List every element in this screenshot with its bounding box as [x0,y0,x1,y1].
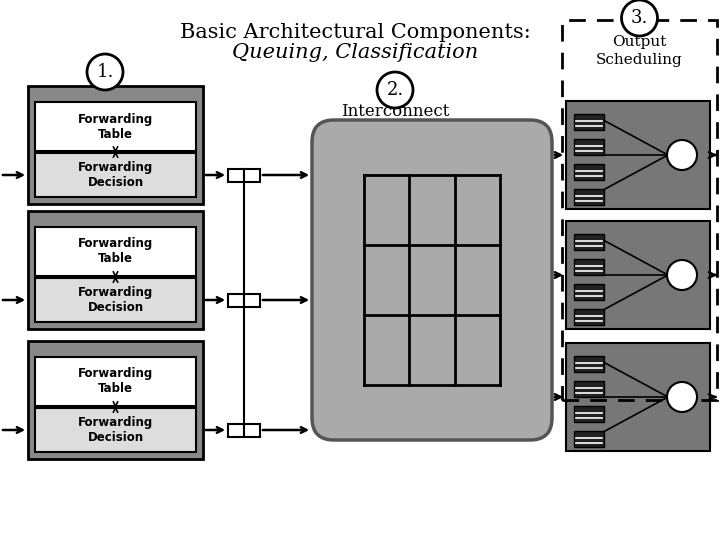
Bar [574,284,604,300]
Circle shape [621,0,657,36]
Circle shape [667,382,697,412]
Bar [574,381,604,397]
Bar [574,189,604,205]
Bar [35,357,196,406]
Bar [574,431,604,447]
Text: Interconnect: Interconnect [341,104,449,120]
Bar [574,234,604,250]
Bar [574,406,604,422]
Bar [566,343,710,451]
Text: Forwarding
Decision: Forwarding Decision [78,161,153,189]
Text: Forwarding
Decision: Forwarding Decision [78,416,153,444]
Bar [574,139,604,155]
Circle shape [667,260,697,290]
Text: Queuing, Classification: Queuing, Classification [232,43,478,62]
Bar [35,408,196,452]
Bar [228,423,244,436]
Bar [228,168,244,181]
Text: Forwarding
Table: Forwarding Table [78,238,153,266]
FancyBboxPatch shape [312,120,552,440]
Bar [35,153,196,197]
Bar [574,309,604,325]
Text: Forwarding
Table: Forwarding Table [78,368,153,395]
Text: 1.: 1. [96,63,114,81]
Circle shape [667,140,697,170]
Text: 3.: 3. [631,9,648,27]
Bar [28,211,203,329]
Text: 2.: 2. [387,81,404,99]
Bar [574,114,604,130]
Text: Forwarding
Table: Forwarding Table [78,112,153,140]
Bar [562,20,717,400]
Bar [228,294,244,307]
Bar [35,278,196,322]
Bar [28,341,203,459]
Bar [566,221,710,329]
Bar [35,227,196,276]
Bar [244,423,260,436]
Bar [574,259,604,275]
Circle shape [377,72,413,108]
Text: Output: Output [612,35,667,49]
Text: Scheduling: Scheduling [596,53,683,67]
Bar [574,356,604,372]
Bar [574,164,604,180]
Bar [35,102,196,151]
Bar [244,168,260,181]
Bar [28,86,203,204]
Bar [566,101,710,209]
Text: Basic Architectural Components:: Basic Architectural Components: [179,23,531,42]
Text: Forwarding
Decision: Forwarding Decision [78,286,153,314]
Circle shape [87,54,123,90]
Bar [244,294,260,307]
